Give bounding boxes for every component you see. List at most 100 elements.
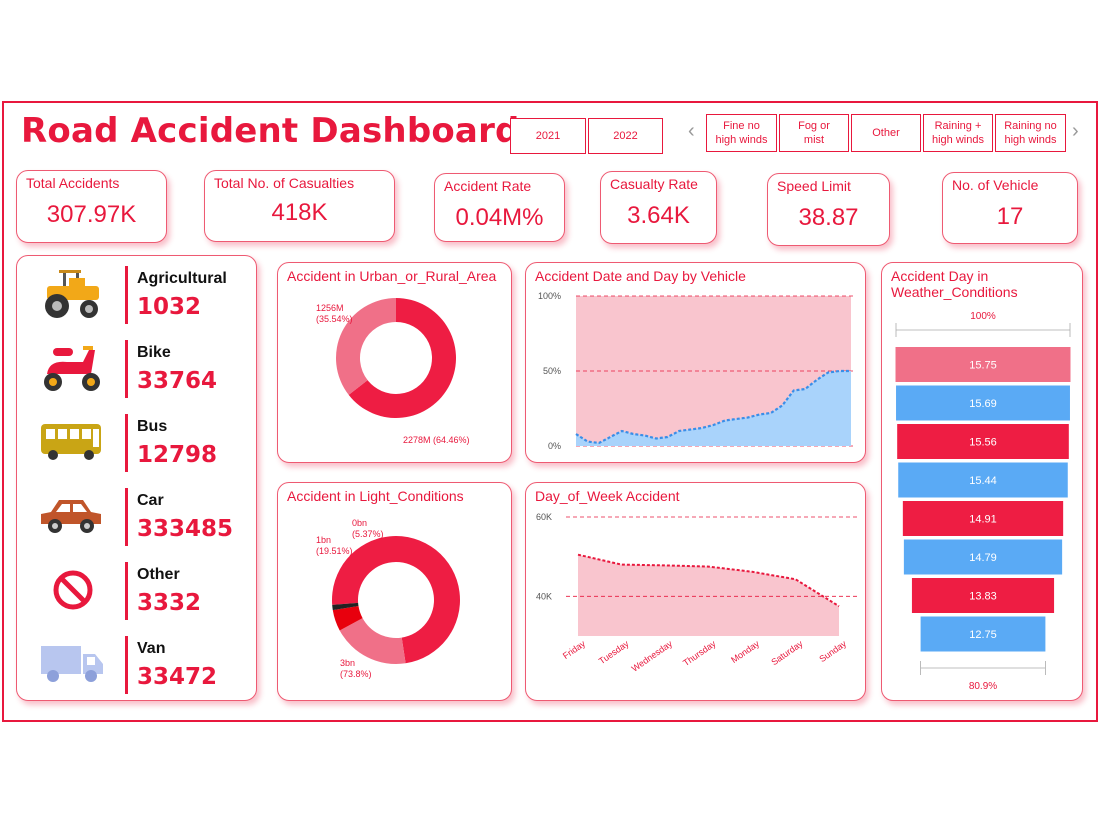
weather-slicer-item[interactable]: Fine no high winds — [706, 114, 777, 152]
no-entry-icon — [53, 570, 93, 610]
funnel-bar-label: 12.75 — [969, 629, 997, 641]
funnel-bar-label: 15.75 — [969, 360, 997, 372]
slicer-prev-icon[interactable]: ‹ — [688, 120, 695, 142]
scooter-icon — [44, 346, 100, 391]
year-slicer-2022[interactable]: 2022 — [588, 118, 663, 154]
weather-conditions-panel: Accident Day in Weather_Conditions 100% 1… — [881, 262, 1083, 701]
kpi-speed-limit: Speed Limit 38.87 — [767, 173, 890, 246]
funnel-bar-label: 14.79 — [969, 552, 997, 564]
kpi-value: 418K — [271, 199, 328, 226]
date-vehicle-panel: Accident Date and Day by Vehicle 0% 50% 10… — [525, 262, 866, 463]
data-label: 0bn — [352, 518, 367, 528]
funnel-bar — [897, 424, 1069, 459]
vehicle-value: 33472 — [137, 664, 218, 690]
y-tick-label: 100% — [538, 291, 561, 301]
vehicle-value: 12798 — [137, 442, 218, 468]
weather-slicer-item[interactable]: Other — [851, 114, 921, 152]
kpi-value: 307.97K — [46, 201, 137, 228]
data-label: (73.8%) — [340, 669, 372, 679]
data-label: 1256M — [316, 303, 344, 313]
y-tick-label: 60K — [536, 512, 552, 522]
y-tick-label: 0% — [548, 441, 561, 451]
vehicle-name: Bike — [137, 344, 171, 361]
donut-slice — [332, 605, 363, 631]
date-vehicle-area-chart: 0% 50% 100% — [538, 291, 856, 451]
data-label: 2278M (64.46%) — [403, 435, 470, 445]
year-slicer-2021[interactable]: 2021 — [510, 118, 586, 154]
weather-slicer-item[interactable]: Raining no high winds — [995, 114, 1066, 152]
urban-rural-panel: Accident in Urban_or_Rural_Area 1256M (35… — [277, 262, 512, 463]
x-tick-label: Friday — [561, 638, 588, 661]
tractor-icon — [45, 270, 99, 318]
funnel-bar-label: 14.91 — [969, 514, 997, 526]
weather-slicer-item[interactable]: Fog or mist — [779, 114, 849, 152]
kpi-label: Accident Rate — [444, 178, 532, 194]
funnel-bar — [902, 501, 1064, 536]
kpi-no-of-vehicle: No. of Vehicle 17 — [942, 172, 1078, 244]
funnel-bar-label: 13.83 — [969, 591, 997, 603]
kpi-value: 17 — [996, 203, 1024, 230]
series-line — [577, 553, 840, 608]
kpi-label: Total No. of Casualties — [214, 175, 355, 191]
chart-title: Accident Day in Weather_Conditions — [891, 268, 1018, 300]
x-tick-label: Tuesday — [597, 638, 631, 666]
vehicle-name: Agricultural — [137, 270, 227, 287]
kpi-label: Casualty Rate — [610, 176, 698, 192]
kpi-total-accidents: Total Accidents 307.97K — [16, 170, 167, 243]
donut-slice — [336, 298, 396, 395]
funnel-bar — [896, 385, 1070, 421]
funnel-top-label: 100% — [970, 311, 996, 322]
data-label: 1bn — [316, 535, 331, 545]
data-label: (19.51%) — [316, 546, 353, 556]
funnel-bar — [903, 539, 1063, 575]
vehicle-name: Bus — [137, 418, 168, 435]
day-of-week-panel: Day_of_Week Accident 40K 60K Friday Tuesday… — [525, 482, 866, 701]
kpi-total-casualties: Total No. of Casualties 418K — [204, 170, 395, 242]
funnel-bar — [898, 462, 1068, 498]
donut-slice — [332, 602, 359, 611]
vehicle-name: Car — [137, 492, 164, 509]
kpi-value: 0.04M% — [455, 204, 544, 231]
vehicle-name: Van — [137, 640, 166, 657]
x-tick-label: Saturday — [769, 638, 805, 667]
vehicle-value: 33764 — [137, 368, 218, 394]
van-icon — [41, 646, 103, 682]
kpi-value: 3.64K — [627, 202, 690, 229]
funnel-bottom-label: 80.9% — [969, 681, 997, 692]
kpi-label: Speed Limit — [777, 178, 851, 194]
funnel-bar — [911, 578, 1055, 613]
kpi-value: 38.87 — [798, 204, 859, 231]
chart-title: Accident in Light_Conditions — [287, 488, 464, 504]
data-label: (5.37%) — [352, 529, 384, 539]
y-tick-label: 40K — [536, 591, 552, 601]
chart-title: Accident in Urban_or_Rural_Area — [287, 268, 497, 284]
x-tick-label: Sunday — [817, 638, 848, 664]
urban-rural-donut-chart: 1256M(35.54%) 2278M (64.46%) — [316, 298, 470, 445]
chart-title: Accident Date and Day by Vehicle — [535, 268, 746, 284]
weather-funnel-chart: 100% 15.75 15.69 15.56 15.44 14.91 14.79 13.83 1… — [895, 311, 1071, 692]
series-line — [575, 369, 851, 445]
y-tick-label: 50% — [543, 366, 561, 376]
donut-slice — [339, 618, 406, 664]
light-conditions-donut-chart: 0bn(5.37%) 1bn(19.51%) 3bn(73.8%) — [316, 518, 460, 679]
funnel-bar-label: 15.69 — [969, 398, 997, 410]
x-tick-label: Thursday — [681, 638, 718, 668]
vehicle-value: 333485 — [137, 516, 234, 542]
weather-slicer-item[interactable]: Raining + high winds — [923, 114, 993, 152]
data-label: 3bn — [340, 658, 355, 668]
kpi-casualty-rate: Casualty Rate 3.64K — [600, 171, 717, 244]
funnel-bar — [920, 616, 1046, 652]
kpi-label: Total Accidents — [26, 175, 120, 191]
funnel-bar — [895, 347, 1071, 382]
slicer-next-icon[interactable]: › — [1072, 120, 1079, 142]
light-conditions-panel: Accident in Light_Conditions 0bn (5.37%) 1… — [277, 482, 512, 701]
vehicle-panel: Agricultural 1032 Bike 33764 Bus 12798 C… — [16, 255, 257, 701]
funnel-bar-label: 15.56 — [969, 437, 997, 449]
bus-icon — [41, 424, 101, 460]
car-icon — [41, 500, 101, 533]
x-tick-label: Wednesday — [630, 638, 675, 674]
vehicle-name: Other — [137, 566, 180, 583]
area-fill — [578, 554, 839, 636]
donut-slice — [332, 536, 460, 664]
